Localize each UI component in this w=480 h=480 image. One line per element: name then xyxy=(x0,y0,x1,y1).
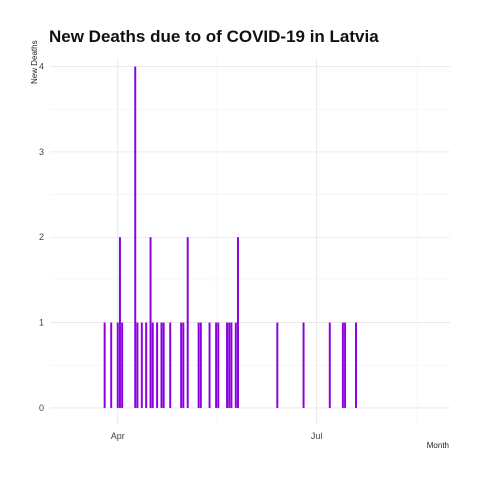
bar xyxy=(136,322,139,408)
y-tick-label: 1 xyxy=(39,318,44,328)
bar xyxy=(215,322,218,408)
y-tick-label: 2 xyxy=(39,232,44,242)
bar xyxy=(134,66,137,408)
bar xyxy=(228,322,231,408)
bar xyxy=(140,322,143,408)
bar xyxy=(302,322,305,408)
bar xyxy=(234,322,237,408)
bar xyxy=(344,322,347,408)
bar xyxy=(103,322,106,408)
bar xyxy=(355,322,357,408)
y-tick-label: 3 xyxy=(39,147,44,157)
bar xyxy=(151,322,154,408)
x-tick-label: Apr xyxy=(111,431,125,441)
bar xyxy=(199,322,202,408)
x-tick-label: Jul xyxy=(311,431,323,441)
bar xyxy=(197,322,200,408)
bar xyxy=(180,322,183,408)
bar xyxy=(118,237,121,408)
bar xyxy=(121,322,124,408)
bar xyxy=(226,322,229,408)
y-axis-label: New Deaths xyxy=(30,40,39,84)
bar xyxy=(149,237,152,408)
bar xyxy=(217,322,220,408)
chart-title: New Deaths due to of COVID-19 in Latvia xyxy=(49,27,379,46)
bar xyxy=(341,322,344,408)
bar xyxy=(276,322,279,408)
bar xyxy=(328,322,331,408)
bar xyxy=(145,322,148,408)
bar xyxy=(230,322,233,408)
y-tick-label: 4 xyxy=(39,62,44,72)
bar xyxy=(162,322,165,408)
bar xyxy=(116,322,119,408)
bar xyxy=(236,237,239,408)
bar xyxy=(160,322,163,408)
bar xyxy=(182,322,185,408)
bar xyxy=(169,322,172,408)
x-axis-label: Month xyxy=(426,441,449,450)
bar xyxy=(186,237,189,408)
bar xyxy=(156,322,159,408)
bar xyxy=(110,322,113,408)
bar xyxy=(208,322,211,408)
y-tick-label: 0 xyxy=(39,403,44,413)
